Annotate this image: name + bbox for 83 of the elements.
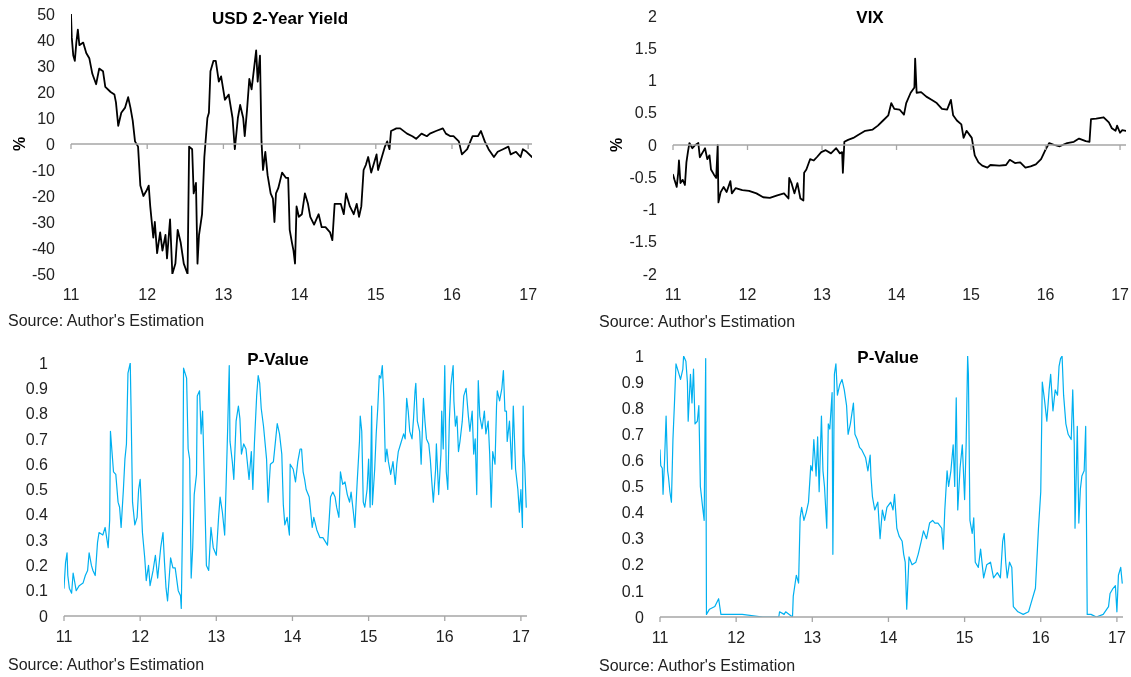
y-tick-label: 0.4 [621,504,645,522]
chart-title: USD 2-Year Yield [211,8,349,28]
y-tick-label: -40 [31,239,56,257]
y-tick-label: 0.7 [25,430,49,448]
x-tick-label: 12 [138,286,157,304]
chart-title: VIX [856,7,884,27]
x-tick-label: 15 [962,286,981,304]
y-tick-label: 0.8 [621,399,645,417]
y-tick-label: 0 [39,607,49,625]
y-tick-label: 0.1 [621,582,645,600]
x-tick-label: 16 [1031,629,1050,647]
x-tick-label: 17 [1111,286,1130,304]
y-tick-label: 10 [37,109,56,127]
y-tick-label: 0.6 [25,455,49,473]
x-tick-label: 14 [887,286,906,304]
y-tick-label: 1 [39,354,49,372]
y-tick-label: 0 [46,135,56,153]
y-axis-title: % [11,136,28,152]
source-note: Source: Author's Estimation [599,657,796,674]
y-axis-title: % [608,137,625,153]
y-tick-label: 0.9 [621,373,645,391]
y-tick-label: -50 [31,265,56,283]
y-tick-label: 0.6 [621,452,645,470]
y-tick-label: 0.9 [25,379,49,397]
y-tick-label: 0.3 [621,530,645,548]
y-tick-label: -2 [642,265,658,283]
x-tick-label: 13 [803,629,822,647]
x-tick-label: 12 [738,286,757,304]
y-tick-label: -0.5 [629,168,658,186]
x-tick-label: 13 [207,628,226,646]
y-tick-label: -1 [642,201,658,219]
y-tick-label: 0 [648,136,658,154]
y-tick-label: 0.2 [25,557,49,575]
source-note: Source: Author's Estimation [8,312,205,329]
y-tick-label: -1.5 [629,233,658,251]
x-tick-label: 14 [290,286,309,304]
y-tick-label: 30 [37,57,56,75]
chart-title: P-Value [857,347,919,367]
x-tick-label: 11 [62,286,80,304]
line-series [71,14,532,274]
x-tick-label: 17 [519,286,538,304]
y-tick-label: 0.5 [25,481,49,499]
x-tick-label: 16 [1036,286,1055,304]
x-tick-label: 12 [727,629,746,647]
y-tick-label: 1 [648,72,658,90]
y-tick-label: -10 [31,161,56,179]
y-tick-label: -20 [31,187,56,205]
y-tick-label: 0.1 [25,582,49,600]
y-tick-label: 1 [635,347,645,365]
x-tick-label: 15 [359,628,378,646]
y-tick-label: 0.2 [621,556,645,574]
x-tick-label: 16 [443,286,461,304]
y-tick-label: 1.5 [634,39,658,57]
y-tick-label: 0.5 [634,104,658,122]
x-tick-label: 17 [512,628,530,646]
x-tick-label: 17 [1108,629,1126,647]
x-tick-label: 11 [651,629,669,647]
y-tick-label: 0.7 [621,425,645,443]
y-tick-label: 40 [37,31,56,49]
x-tick-label: 14 [879,629,898,647]
y-tick-label: -30 [31,213,56,231]
line-series [673,57,1126,204]
x-tick-label: 11 [55,628,73,646]
y-tick-label: 0.3 [25,531,49,549]
x-tick-label: 12 [131,628,150,646]
line-series [64,363,527,610]
x-tick-label: 16 [435,628,454,646]
x-tick-label: 15 [955,629,974,647]
source-note: Source: Author's Estimation [8,656,205,673]
y-tick-label: 0 [635,608,645,626]
chart-title: P-Value [247,349,309,369]
y-tick-label: 0.8 [25,405,49,423]
x-tick-label: 13 [813,286,832,304]
y-tick-label: 2 [648,7,658,25]
y-tick-label: 20 [37,83,56,101]
y-tick-label: 0.5 [621,478,645,496]
source-note: Source: Author's Estimation [599,313,796,330]
y-tick-label: 50 [37,5,56,23]
y-tick-label: 0.4 [25,506,49,524]
x-tick-label: 13 [214,286,233,304]
x-tick-label: 15 [366,286,385,304]
x-tick-label: 11 [664,286,682,304]
x-tick-label: 14 [283,628,302,646]
